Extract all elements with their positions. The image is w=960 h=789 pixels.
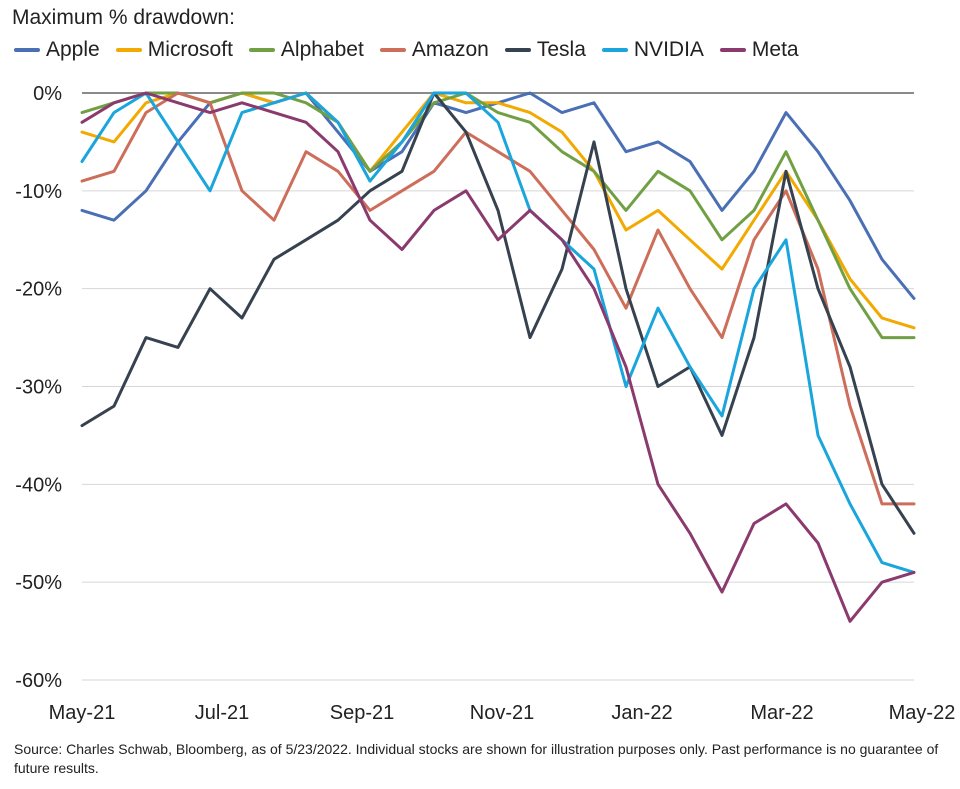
line-chart: 0% -10% -20% -30% -40% -50% -60% May-21 Jul-21 Se… [15, 83, 956, 724]
legend-item-amazon: Amazon [379, 38, 489, 62]
legend-swatch [14, 48, 40, 52]
legend-item-alphabet: Alphabet [248, 38, 364, 62]
y-tick-label: -10% [15, 181, 62, 203]
y-tick-label: 0% [33, 83, 62, 105]
legend-item-apple: Apple [14, 38, 100, 62]
source-note: Source: Charles Schwab, Bloomberg, as of… [14, 741, 939, 776]
x-tick-label: Jul-21 [195, 702, 249, 724]
x-tick-label: Sep-21 [330, 702, 395, 724]
x-tick-label: Mar-22 [750, 702, 813, 724]
x-tick-label: Jan-22 [611, 702, 672, 724]
y-tick-label: -60% [15, 670, 62, 692]
series-line-tesla [80, 91, 916, 535]
legend: Apple Microsoft Alphabet Amazon Tesla NVIDIA M… [14, 38, 807, 62]
legend-item-microsoft: Microsoft [115, 38, 233, 62]
x-tick-label: Nov-21 [470, 702, 534, 724]
legend-swatch [248, 48, 275, 52]
y-tick-label: -40% [15, 474, 62, 496]
x-tick-label: May-21 [49, 702, 116, 724]
y-tick-label: -50% [15, 572, 62, 594]
legend-swatch [601, 48, 628, 52]
legend-item-nvidia: NVIDIA [601, 38, 704, 62]
legend-label: Meta [751, 38, 799, 61]
series-line-meta [80, 91, 916, 623]
series-line-nvidia [80, 91, 916, 574]
legend-label: Tesla [536, 38, 586, 61]
y-tick-label: -30% [15, 377, 62, 399]
legend-label: Apple [46, 38, 100, 61]
legend-swatch [504, 48, 531, 52]
legend-label: NVIDIA [633, 38, 704, 61]
legend-swatch [719, 48, 746, 52]
legend-swatch [115, 48, 142, 52]
x-tick-label: May-22 [889, 702, 956, 724]
y-tick-label: -20% [15, 279, 62, 301]
legend-label: Alphabet [280, 38, 364, 61]
legend-label: Microsoft [147, 38, 233, 61]
series-line-amazon [80, 91, 916, 506]
legend-item-meta: Meta [719, 38, 799, 62]
legend-swatch [379, 48, 406, 52]
legend-label: Amazon [411, 38, 489, 61]
series-line-alphabet [80, 91, 916, 340]
chart-title: Maximum % drawdown: [12, 6, 235, 29]
legend-item-tesla: Tesla [504, 38, 586, 62]
